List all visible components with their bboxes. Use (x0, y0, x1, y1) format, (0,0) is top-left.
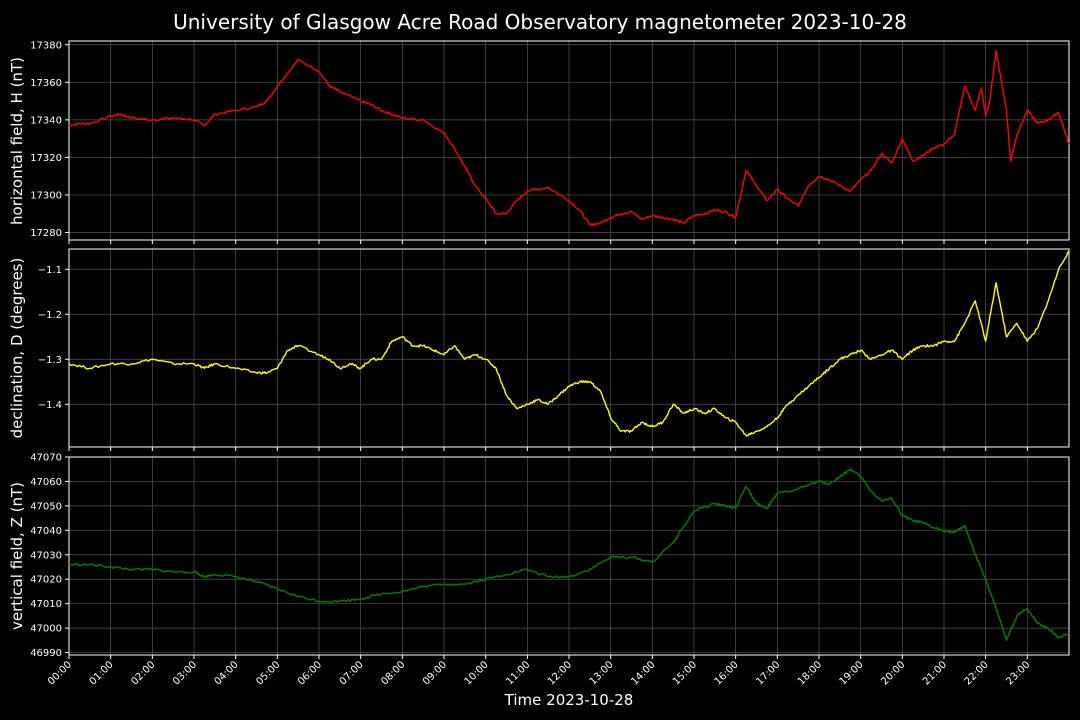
x-tick-label: 21:00 (921, 659, 949, 687)
x-tick-label: 16:00 (713, 659, 741, 687)
x-tick-label: 17:00 (754, 659, 782, 687)
x-tick-label: 04:00 (213, 659, 241, 687)
x-tick-label: 19:00 (838, 659, 866, 687)
y-tick-label: 47020 (30, 575, 62, 586)
x-tick-label: 15:00 (671, 659, 699, 687)
x-tick-label: 20:00 (879, 659, 907, 687)
x-tick-label: 11:00 (504, 659, 532, 687)
x-tick-label: 23:00 (1004, 659, 1032, 687)
y-tick-label: −1.2 (38, 310, 62, 321)
x-tick-label: 03:00 (171, 659, 199, 687)
y-tick-label: −1.4 (38, 400, 62, 411)
x-tick-label: 18:00 (796, 659, 824, 687)
panel-frame (68, 456, 1070, 656)
x-tick-label: 14:00 (629, 659, 657, 687)
y-axis-label-d: declination, D (degrees) (8, 257, 26, 439)
y-tick-label: 47000 (30, 624, 62, 635)
x-tick-label: 02:00 (129, 659, 157, 687)
x-tick-label: 12:00 (546, 659, 574, 687)
y-tick-label: −1.1 (38, 265, 62, 276)
series-line-0 (68, 49, 1070, 227)
y-tick-label: −1.3 (38, 355, 62, 366)
x-tick-label: 08:00 (379, 659, 407, 687)
x-tick-label: 01:00 (88, 659, 116, 687)
y-tick-label: 17320 (30, 153, 62, 164)
y-tick-label: 47050 (30, 501, 62, 512)
x-tick-label: 09:00 (421, 659, 449, 687)
series-line-2 (68, 468, 1070, 641)
y-tick-label: 47010 (30, 599, 62, 610)
y-axis-label-h: horizontal field, H (nT) (8, 56, 26, 225)
y-tick-label: 17360 (30, 78, 62, 89)
x-tick-label: 07:00 (338, 659, 366, 687)
x-axis-label: Time 2023-10-28 (504, 691, 634, 709)
series-line-1 (68, 250, 1070, 437)
y-tick-label: 47070 (30, 453, 62, 464)
y-tick-label: 17340 (30, 115, 62, 126)
y-tick-label: 47040 (30, 526, 62, 537)
y-axis-label-z: vertical field, Z (nT) (8, 481, 26, 631)
y-tick-label: 47060 (30, 477, 62, 488)
y-tick-label: 17380 (30, 40, 62, 51)
x-tick-label: 13:00 (588, 659, 616, 687)
x-tick-label: 22:00 (963, 659, 991, 687)
x-tick-label: 10:00 (463, 659, 491, 687)
y-tick-label: 47030 (30, 550, 62, 561)
y-tick-label: 17300 (30, 190, 62, 201)
panel-frame (68, 40, 1070, 241)
x-tick-label: 06:00 (296, 659, 324, 687)
chart-title: University of Glasgow Acre Road Observat… (173, 10, 907, 34)
panel-frame (68, 248, 1070, 448)
y-tick-label: 46990 (30, 648, 62, 659)
y-tick-label: 17280 (30, 228, 62, 239)
x-tick-label: 05:00 (254, 659, 282, 687)
x-tick-label: 00:00 (46, 659, 74, 687)
